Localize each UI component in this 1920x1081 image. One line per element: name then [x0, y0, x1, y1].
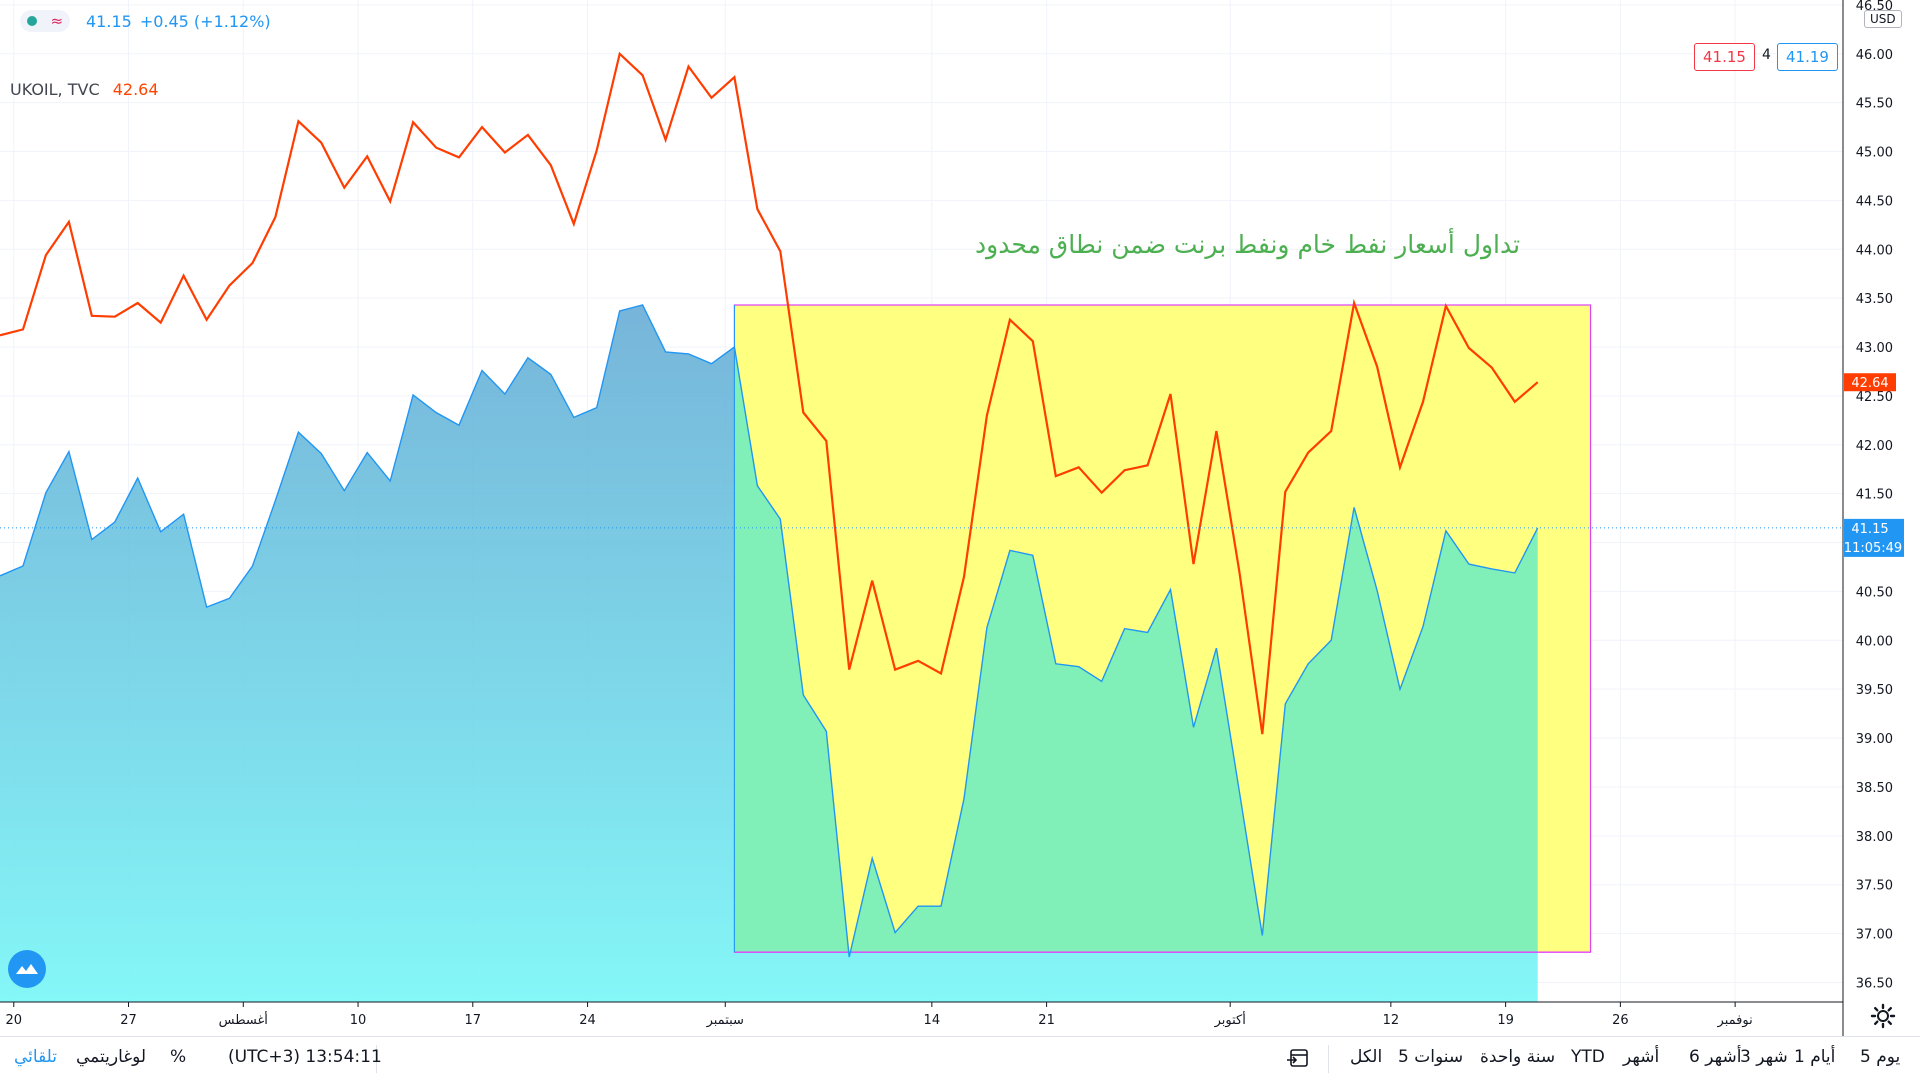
- y-tick-label: 45.50: [1856, 97, 1893, 112]
- wti-area-overlap: [734, 347, 1538, 953]
- spread-value: 4: [1762, 47, 1771, 63]
- y-tick-label: 37.50: [1856, 879, 1893, 894]
- x-tick-label: أكتوبر: [1214, 1011, 1246, 1028]
- wti-line: [0, 304, 1539, 958]
- range-button-1d[interactable]: يوم 5: [1860, 1047, 1901, 1067]
- y-tick-label: 39.50: [1856, 683, 1893, 698]
- range-button-5y[interactable]: 5 سنوات: [1398, 1047, 1464, 1067]
- log-button[interactable]: لوغاريتمي: [76, 1047, 147, 1067]
- x-tick-label: أغسطس: [219, 1011, 268, 1028]
- price-axis[interactable]: 36.50 37.00 37.50 38.00 38.50 39.00 39.50 40.00…: [1842, 0, 1904, 1036]
- y-tick-label: 37.00: [1856, 928, 1893, 943]
- range-button-all[interactable]: الكل: [1350, 1047, 1383, 1067]
- chart-annotation[interactable]: تداول أسعار نفط خام ونفط برنت ضمن نطاق م…: [975, 230, 1521, 259]
- x-tick-label: 21: [1038, 1013, 1055, 1028]
- tradingview-logo-icon[interactable]: [8, 950, 46, 988]
- timezone-time[interactable]: (UTC+3) 13:54:11: [228, 1047, 382, 1067]
- bottom-toolbar: يوم 5 أيام 1 شهر 3 أشهر 6 أشهر YTD سنة و…: [0, 1036, 1920, 1081]
- toolbar-divider: [1328, 1045, 1329, 1073]
- status-dot-icon: [26, 16, 37, 26]
- y-tick-label: 44.50: [1856, 194, 1893, 209]
- time-axis[interactable]: 20 27 أغسطس 10 17 24 سبتمبر 14 21 أكتوبر 12 19 26 نوف…: [0, 1001, 1843, 1028]
- brent-line: [0, 51, 1539, 735]
- y-tick-label: 46.00: [1856, 48, 1893, 63]
- range-button-5d[interactable]: أيام 1: [1794, 1047, 1836, 1067]
- y-tick-label: 42.00: [1856, 439, 1893, 454]
- brent-symbol: UKOIL, TVC: [10, 80, 100, 99]
- x-tick-label: 10: [350, 1013, 367, 1028]
- y-tick-label: 44.00: [1856, 243, 1893, 258]
- x-tick-label: 26: [1612, 1013, 1629, 1028]
- y-tick-label: 40.50: [1856, 585, 1893, 600]
- toolbar-divider: [376, 1045, 377, 1073]
- legend-brent[interactable]: UKOIL, TVC 42.64: [10, 80, 159, 99]
- y-tick-label: 42.50: [1856, 390, 1893, 405]
- x-tick-label: 27: [120, 1013, 137, 1028]
- y-tick-label: 43.00: [1856, 341, 1893, 356]
- x-tick-label: 14: [924, 1013, 941, 1028]
- gear-icon[interactable]: [1870, 1003, 1896, 1029]
- compare-toggle[interactable]: ≈: [20, 10, 70, 32]
- y-tick-label: 38.00: [1856, 830, 1893, 845]
- currency-button[interactable]: USD: [1864, 10, 1902, 28]
- wti-last-label: 41.15: [1851, 522, 1888, 537]
- brent-last-label: 42.64: [1851, 376, 1888, 391]
- y-tick-label: 41.50: [1856, 488, 1893, 503]
- brent-last-label-bg: [1844, 373, 1896, 392]
- y-tick-label: 40.00: [1856, 634, 1893, 649]
- goto-date-icon[interactable]: [1286, 1047, 1310, 1069]
- range-button-3m[interactable]: أشهر 6: [1689, 1047, 1742, 1067]
- series-line-layer: [0, 51, 1843, 958]
- bar-countdown: 11:05:49: [1844, 541, 1902, 556]
- range-button-1y[interactable]: سنة واحدة: [1480, 1047, 1556, 1067]
- y-tick-label: 38.50: [1856, 781, 1893, 796]
- x-tick-label: 17: [465, 1013, 482, 1028]
- x-tick-label: نوفمبر: [1717, 1013, 1753, 1028]
- legend-main: ≈ 41.15 +0.45 (+1.12%): [20, 10, 271, 32]
- range-button-1m[interactable]: شهر 3: [1740, 1047, 1788, 1067]
- ask-button[interactable]: 41.19: [1777, 43, 1838, 71]
- x-tick-label: 12: [1383, 1013, 1400, 1028]
- area-box-overlap-layer: [734, 347, 1591, 953]
- range-button-6m[interactable]: أشهر: [1623, 1047, 1660, 1067]
- wti-last-label-bg: [1844, 518, 1904, 557]
- y-tick-label: 36.50: [1856, 976, 1893, 991]
- x-tick-label: سبتمبر: [706, 1013, 744, 1028]
- range-button-ytd[interactable]: YTD: [1571, 1047, 1605, 1067]
- y-tick-label: 45.00: [1856, 146, 1893, 161]
- auto-button[interactable]: تلقائي: [14, 1047, 58, 1067]
- bid-button[interactable]: 41.15: [1694, 43, 1755, 71]
- percent-button[interactable]: %: [170, 1047, 187, 1067]
- x-tick-label: 24: [579, 1013, 596, 1028]
- brent-value: 42.64: [112, 80, 159, 99]
- x-tick-label: 20: [5, 1013, 22, 1028]
- approx-icon: ≈: [50, 11, 64, 30]
- y-tick-label: 39.00: [1856, 732, 1893, 747]
- y-tick-label: 43.50: [1856, 292, 1893, 307]
- main-change: +0.45 (+1.12%): [139, 11, 271, 31]
- x-tick-label: 19: [1497, 1013, 1514, 1028]
- main-value: 41.15: [86, 11, 132, 31]
